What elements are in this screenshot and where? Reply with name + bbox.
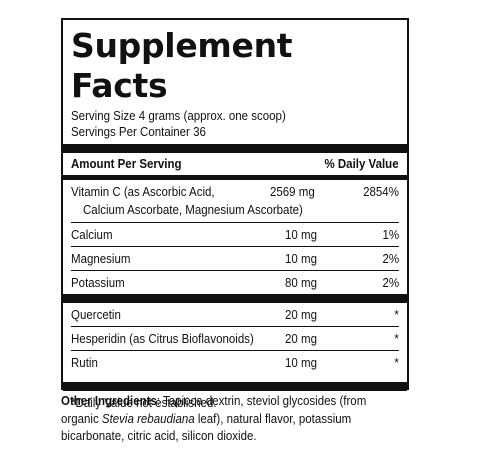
footnote-text: *Daily Value not established. (71, 396, 217, 410)
nutrient-name: Magnesium (71, 252, 131, 266)
amount-per-serving-header: Amount Per Serving (71, 157, 182, 171)
nutrient-name: Quercetin (71, 308, 121, 322)
other-ingredients-stevia: Stevia rebaudiana (101, 411, 195, 426)
thin-divider (71, 222, 399, 223)
nutrient-amount: 20 mg (285, 308, 317, 322)
nutrient-name: Potassium (71, 276, 125, 290)
thick-divider (63, 294, 407, 303)
nutrient-row-calcium: Calcium 10 mg 1% (71, 223, 399, 246)
nutrient-daily-value: * (394, 332, 399, 346)
other-ingredients-line-2-pre: organic (61, 411, 102, 426)
footnote: *Daily Value not established. (71, 391, 399, 413)
nutrient-amount: 10 mg (285, 252, 317, 266)
nutrient-amount: 80 mg (285, 276, 317, 290)
other-ingredients-line-3: bicarbonate, citric acid, silicon dioxid… (61, 429, 257, 443)
thin-divider (71, 270, 399, 271)
nutrient-row-hesperidin: Hesperidin (as Citrus Bioflavonoids) 20 … (71, 327, 399, 350)
nutrient-amount: 20 mg (285, 332, 317, 346)
nutrient-amount: 2569 mg (270, 185, 315, 199)
nutrient-name-continued: Calcium Ascorbate, Magnesium Ascorbate) (83, 203, 303, 217)
nutrient-name: Hesperidin (as Citrus Bioflavonoids) (71, 332, 254, 346)
column-header: Amount Per Serving % Daily Value (71, 153, 399, 175)
daily-value-header: % Daily Value (324, 157, 399, 171)
thick-divider (63, 144, 407, 153)
nutrient-row-quercetin: Quercetin 20 mg * (71, 303, 399, 326)
supplement-facts-panel: Supplement Facts Serving Size 4 grams (a… (61, 18, 409, 410)
nutrient-name: Vitamin C (as Ascorbic Acid, (71, 185, 215, 199)
nutrient-row-potassium: Potassium 80 mg 2% (71, 271, 399, 294)
nutrient-name: Calcium (71, 228, 113, 242)
medium-divider (63, 175, 407, 180)
other-ingredients-line-1: : Tapioca dextrin, steviol glycosides (f… (156, 394, 367, 408)
thin-divider (71, 350, 399, 351)
thick-divider (63, 382, 407, 391)
thin-divider (71, 246, 399, 247)
nutrient-row-magnesium: Magnesium 10 mg 2% (71, 247, 399, 270)
nutrient-daily-value: * (394, 356, 399, 370)
nutrient-name: Rutin (71, 356, 98, 370)
servings-per-container: Servings Per Container 36 (71, 125, 206, 139)
nutrient-daily-value: 2854% (363, 185, 399, 199)
panel-title: Supplement Facts (71, 26, 293, 105)
thin-divider (71, 326, 399, 327)
nutrient-row-vitamin-c: Vitamin C (as Ascorbic Acid, 2569 mg 285… (71, 180, 399, 222)
nutrient-daily-value: 1% (382, 228, 399, 242)
other-ingredients: Other Ingredients: Tapioca dextrin, stev… (61, 393, 421, 446)
other-ingredients-label: Other Ingredients (61, 394, 157, 408)
nutrient-amount: 10 mg (285, 228, 317, 242)
nutrient-daily-value: * (394, 308, 399, 322)
serving-size: Serving Size 4 grams (approx. one scoop) (71, 109, 286, 123)
nutrient-daily-value: 2% (382, 276, 399, 290)
nutrient-daily-value: 2% (382, 252, 399, 266)
nutrient-amount: 10 mg (285, 356, 317, 370)
other-ingredients-line-2-post: leaf), natural flavor, potassium (194, 411, 352, 426)
nutrient-row-rutin: Rutin 10 mg * (71, 351, 399, 374)
